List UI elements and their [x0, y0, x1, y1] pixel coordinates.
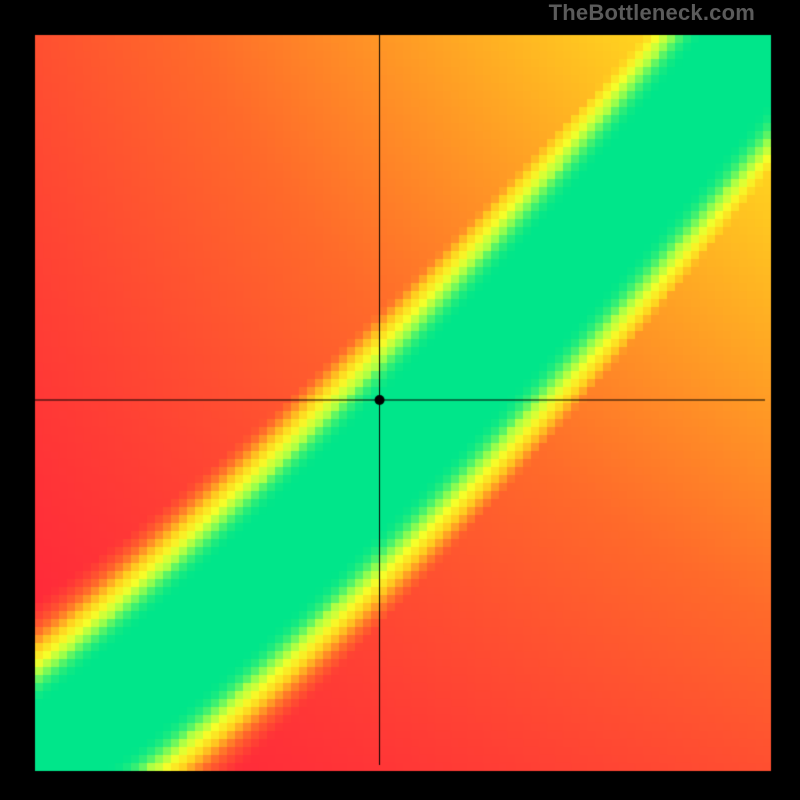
watermark-text: TheBottleneck.com	[549, 0, 755, 26]
bottleneck-heatmap	[0, 0, 800, 800]
chart-container: TheBottleneck.com	[0, 0, 800, 800]
